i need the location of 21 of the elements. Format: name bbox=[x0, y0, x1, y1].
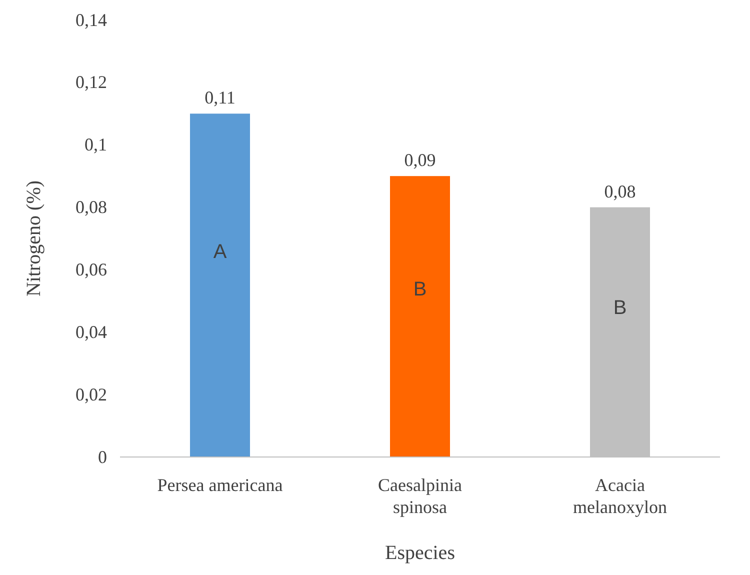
y-tick-label: 0,06 bbox=[76, 259, 107, 280]
x-tick-label: Acacia melanoxylon bbox=[573, 475, 667, 517]
data-label: 0,08 bbox=[604, 181, 636, 202]
annotation: A bbox=[213, 240, 228, 263]
y-tick-label: 0,12 bbox=[76, 72, 107, 92]
y-tick-label: 0,1 bbox=[84, 134, 107, 155]
annotation: B bbox=[413, 278, 427, 300]
x-axis-title: Especies bbox=[385, 542, 456, 564]
y-tick-label: 0,14 bbox=[76, 10, 107, 30]
y-tick-label: 0,04 bbox=[76, 322, 107, 342]
y-tick-label: 0,08 bbox=[76, 197, 107, 218]
data-label: 0,09 bbox=[404, 150, 436, 170]
x-tick-label: Caesalpinia spinosa bbox=[378, 475, 462, 517]
bar bbox=[390, 176, 450, 457]
y-axis-title: Nitrogeno (%) bbox=[23, 180, 45, 297]
bar bbox=[190, 114, 250, 457]
y-tick-label: 0,02 bbox=[76, 384, 107, 404]
annotation: B bbox=[613, 297, 627, 320]
y-tick-label: 0 bbox=[98, 446, 107, 467]
data-label: 0,11 bbox=[204, 88, 236, 108]
x-tick-label: Persea americana bbox=[157, 475, 283, 495]
